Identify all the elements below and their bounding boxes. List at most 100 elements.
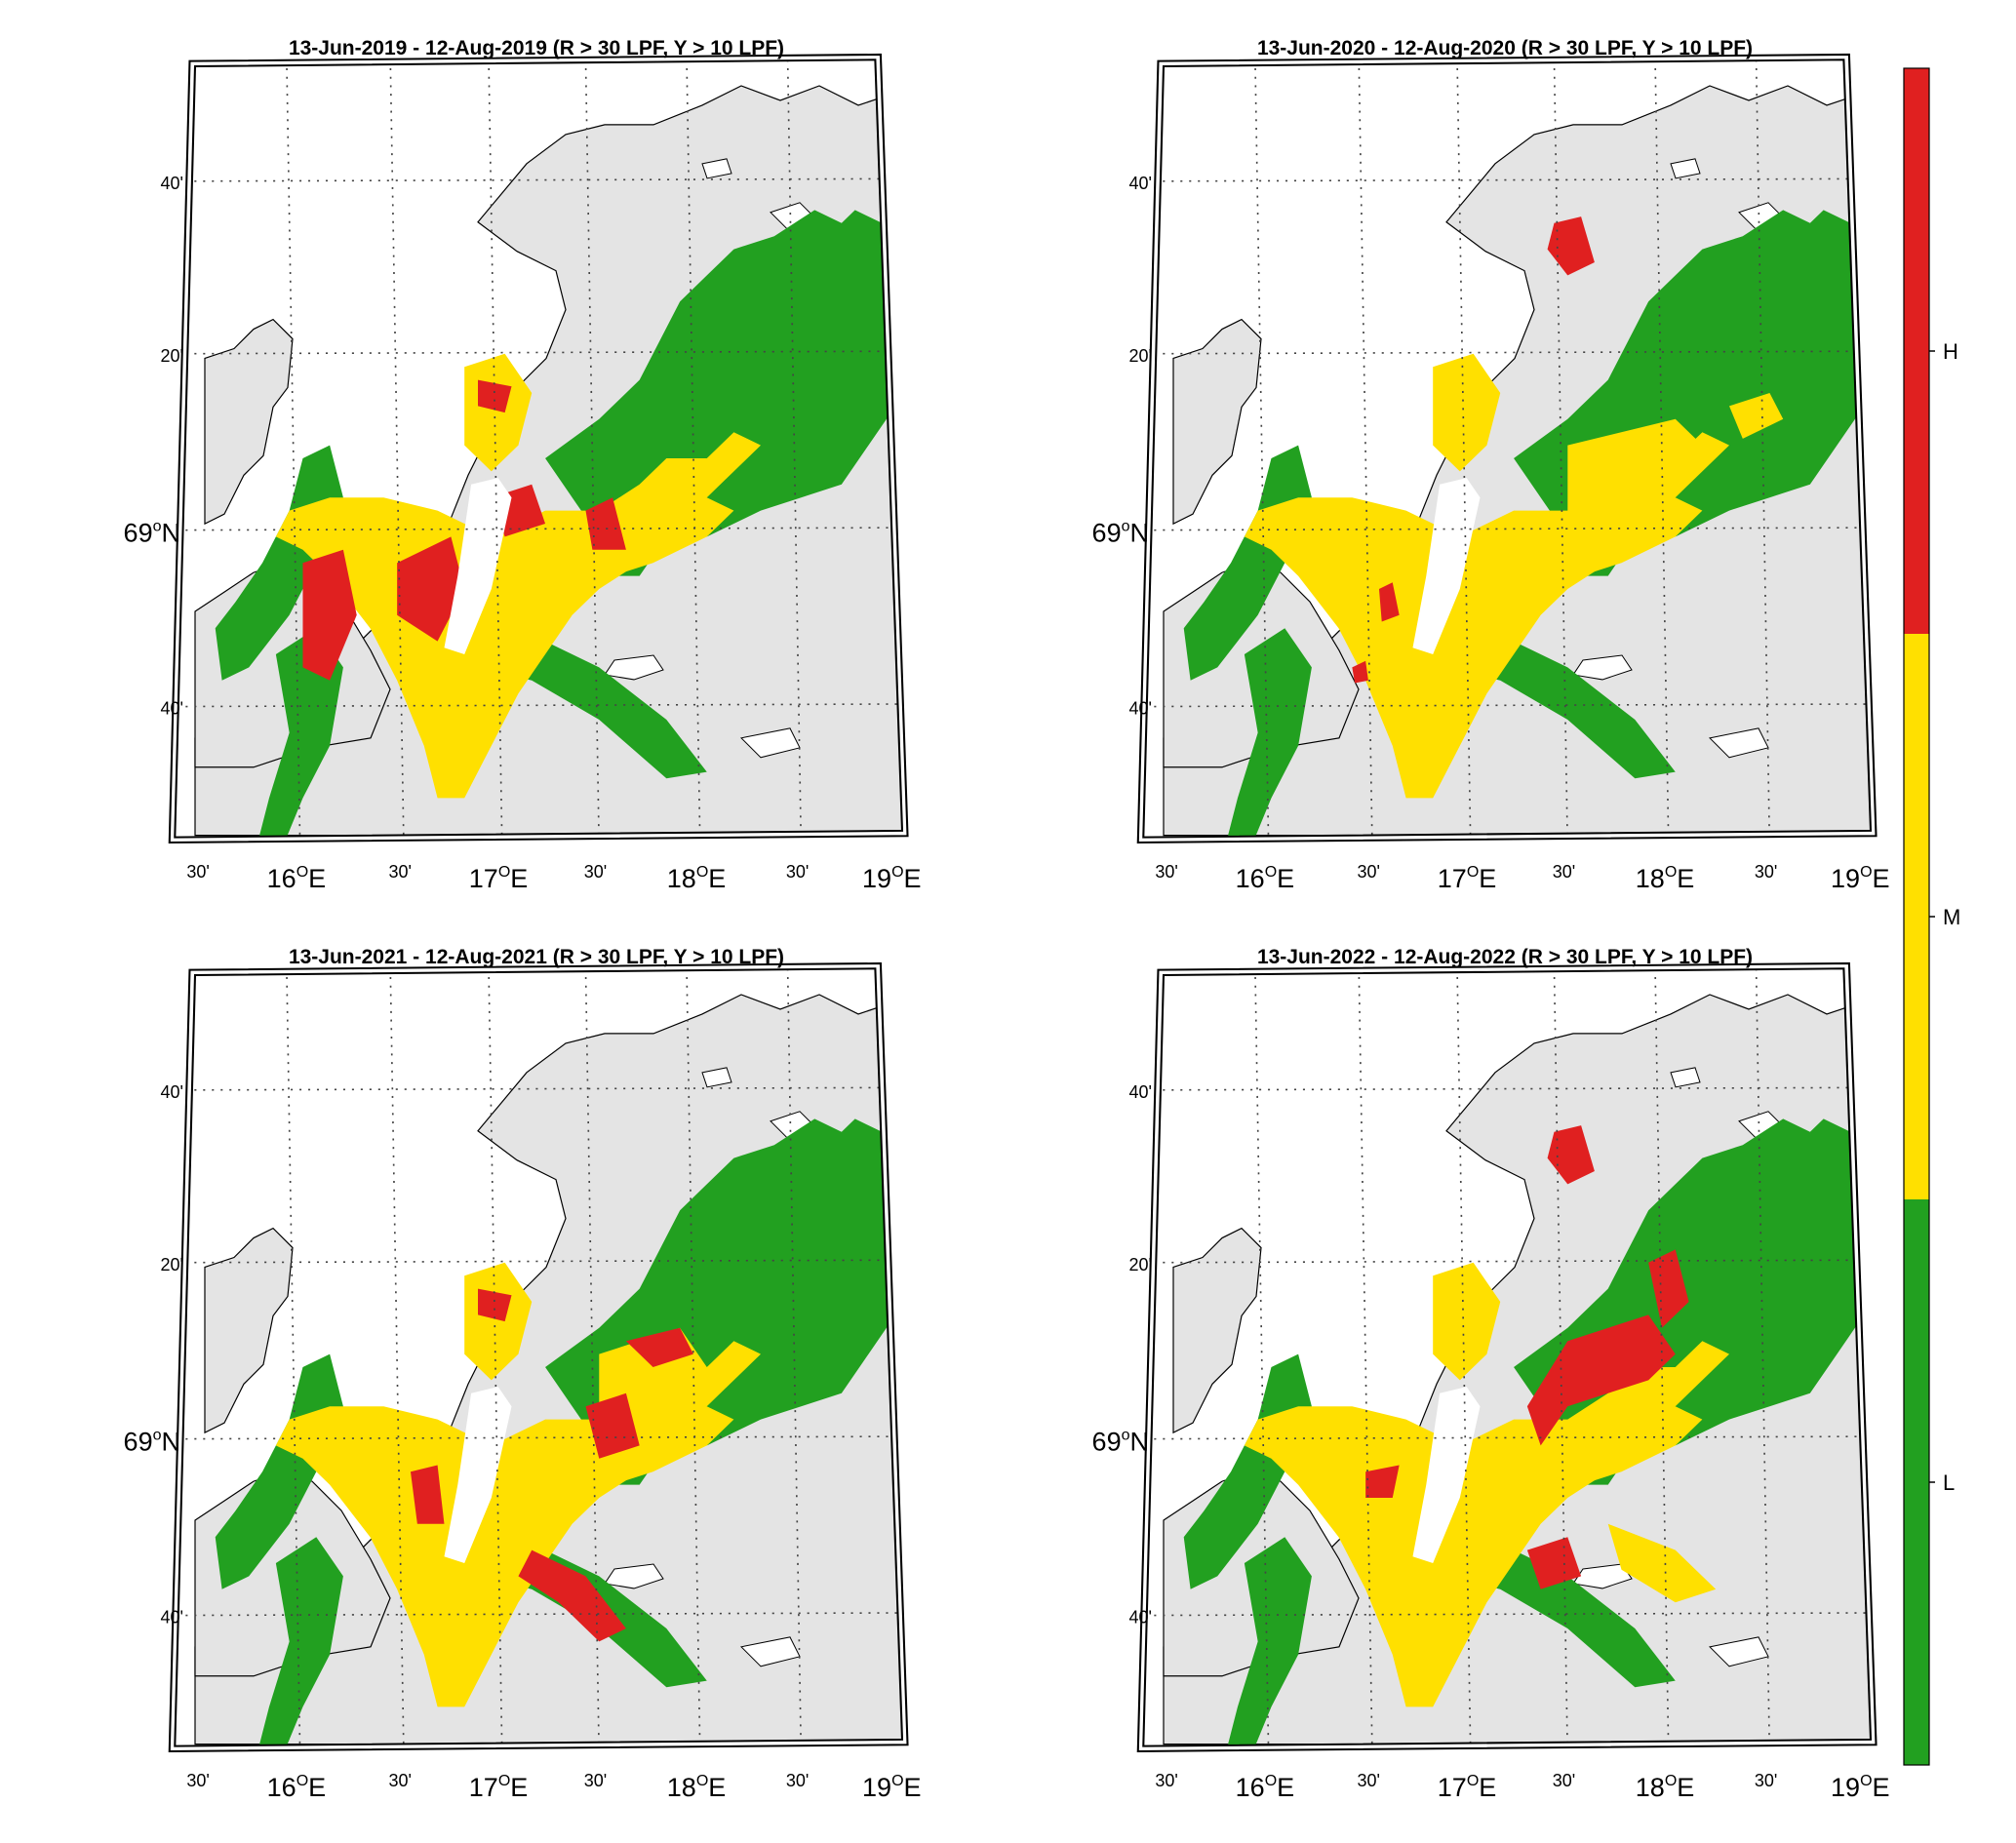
level-M-area (275, 432, 761, 799)
lon-tick-label: 19OE (862, 864, 922, 893)
map-panel-2020: 13-Jun-2020 - 12-Aug-2020 (R > 30 LPF, Y… (1092, 37, 1890, 893)
lat-line (1143, 527, 1871, 531)
level-H-area (1547, 1125, 1595, 1185)
lake (701, 1067, 732, 1088)
lon-tick-label: 17OE (1438, 1773, 1497, 1802)
main-channel (1412, 478, 1481, 654)
level-H-area (585, 1392, 640, 1459)
lat-tick-label: 40' (161, 1082, 183, 1102)
map-content-2022 (1143, 968, 1871, 1746)
map-frame-outer (168, 53, 909, 843)
lon-tick-label: 30' (1358, 862, 1380, 882)
lat-line (1143, 1612, 1871, 1617)
lat-line (1143, 1435, 1871, 1440)
level-H-area (410, 1465, 445, 1524)
lon-tick-label: 30' (186, 862, 209, 882)
colorbar-segment-M (1904, 634, 1929, 1199)
lon-tick-label: 16OE (1236, 1773, 1295, 1802)
lon-tick-label: 16OE (267, 1773, 327, 1802)
level-H-area (478, 1288, 512, 1322)
lake (701, 158, 732, 179)
lon-tick-label: 30' (584, 862, 607, 882)
map-frame (174, 967, 904, 1747)
level-M-area (1433, 353, 1501, 472)
lat-tick-label: 40' (1129, 1608, 1152, 1627)
level-H-area (1526, 1537, 1582, 1589)
level-M-area (1567, 1406, 1703, 1485)
colorbar-frame (1903, 67, 1930, 1766)
level-H-area (397, 536, 465, 642)
lat-tick-label: 20' (1129, 346, 1152, 366)
lon-tick-label: 30' (1755, 1771, 1777, 1790)
map-body-2021 (168, 961, 909, 1752)
lon-tick-label: 30' (1155, 862, 1177, 882)
colorbar-label-H: H (1943, 339, 1958, 364)
lon-tick-label: 18OE (1636, 864, 1695, 893)
level-M-area (599, 497, 734, 576)
lake (1572, 1563, 1633, 1589)
lake (1670, 1067, 1701, 1088)
lon-tick-label: 30' (389, 1771, 412, 1790)
lon-tick-label: 16OE (1236, 864, 1295, 893)
lon-tick-label: 18OE (1636, 1773, 1695, 1802)
level-H-area (625, 1327, 693, 1367)
lat-tick-label: 20' (161, 1255, 183, 1274)
lat-tick-label: 69oN (1092, 519, 1149, 548)
lon-tick-label: 19OE (862, 1773, 922, 1802)
panel-title-2020: 13-Jun-2020 - 12-Aug-2020 (R > 30 LPF, Y… (1257, 37, 1753, 59)
lon-tick-label: 17OE (469, 864, 529, 893)
lat-line (175, 350, 902, 355)
level-M-area (599, 1406, 734, 1485)
land-west-island (1172, 318, 1262, 526)
map-content-2019 (175, 59, 902, 838)
map-body-2019 (168, 53, 909, 843)
panel-title-2022: 13-Jun-2022 - 12-Aug-2022 (R > 30 LPF, Y… (1257, 946, 1753, 968)
colorbar-label-M: M (1943, 905, 1960, 929)
lon-tick-label: 30' (1553, 1771, 1575, 1790)
lat-line (175, 1435, 902, 1440)
lon-tick-label: 30' (786, 862, 809, 882)
level-L-area (256, 628, 343, 838)
graticule (175, 59, 902, 838)
land-west-island (204, 318, 294, 526)
lat-line (175, 527, 902, 531)
lon-tick-label: 17OE (1438, 864, 1497, 893)
model-domain (1183, 1106, 1871, 1746)
lat-tick-label: 69oN (1092, 1428, 1149, 1457)
lat-line (175, 1086, 902, 1091)
lat-line (1143, 177, 1871, 182)
map-frame (1142, 967, 1873, 1747)
colorbar-segment-H (1904, 68, 1929, 634)
lat-tick-label: 69oN (124, 519, 180, 548)
main-channel (444, 478, 512, 654)
lake (604, 1563, 664, 1589)
panel-title-2021: 13-Jun-2021 - 12-Aug-2021 (R > 30 LPF, Y… (289, 946, 784, 968)
level-L-area (1224, 1537, 1312, 1746)
map-panel-2021: 13-Jun-2021 - 12-Aug-2021 (R > 30 LPF, Y… (124, 946, 922, 1802)
level-M-area (1607, 1523, 1717, 1603)
level-H-area (478, 379, 512, 413)
lat-line (175, 177, 902, 182)
lat-tick-label: 40' (161, 699, 183, 719)
map-panel-2022: 13-Jun-2022 - 12-Aug-2022 (R > 30 LPF, Y… (1092, 946, 1890, 1802)
lat-tick-label: 40' (161, 174, 183, 193)
main-channel (444, 1387, 512, 1563)
lon-tick-label: 19OE (1831, 864, 1890, 893)
lat-tick-label: 40' (1129, 699, 1152, 719)
level-H-area (1547, 216, 1595, 276)
level-H-area (1352, 660, 1368, 684)
lon-tick-label: 16OE (267, 864, 327, 893)
colorbar-label-L: L (1943, 1470, 1955, 1495)
level-H-area (1365, 1465, 1400, 1498)
map-frame (174, 59, 904, 839)
model-domain (215, 1106, 902, 1746)
level-M-area (275, 1341, 761, 1707)
level-M-area (1567, 418, 1703, 524)
lat-tick-label: 69oN (124, 1428, 180, 1457)
lon-tick-label: 30' (389, 862, 412, 882)
level-H-area (585, 497, 626, 550)
lon-tick-label: 30' (1155, 1771, 1177, 1790)
lon-tick-label: 30' (1553, 862, 1575, 882)
land-west-island (204, 1227, 294, 1434)
